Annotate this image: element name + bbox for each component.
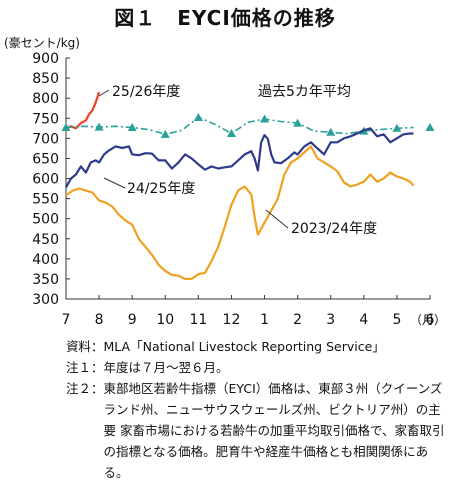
series-marker xyxy=(193,112,203,121)
y-tick-label: 400 xyxy=(32,252,59,268)
y-tick-label: 700 xyxy=(32,131,59,147)
series-marker xyxy=(293,118,303,127)
series-label: 25/26年度 xyxy=(112,84,180,100)
x-tick-label: 12 xyxy=(223,312,241,328)
series-line-24-25 xyxy=(65,127,414,188)
y-tick-label: 450 xyxy=(32,232,59,248)
note-2: 注２： 東部地区若齢牛指標（EYCI）価格は、東部３州（クイーンズランド州、ニュ… xyxy=(66,378,446,483)
label-leader-line xyxy=(98,89,110,97)
y-tick-label: 300 xyxy=(32,292,59,308)
note-1-text: 年度は７月～翌６月。 xyxy=(103,360,229,375)
y-tick-label: 900 xyxy=(32,51,59,67)
note-source-text: MLA「National Livestock Reporting Service… xyxy=(103,339,385,354)
y-tick-label: 750 xyxy=(32,111,59,127)
y-axis-title: (豪セント/kg) xyxy=(4,35,80,50)
x-tick-label: 3 xyxy=(326,312,335,328)
series-marker xyxy=(425,122,435,131)
x-tick-label: 1 xyxy=(260,312,269,328)
label-leader-line xyxy=(103,177,126,189)
x-tick-label: 7 xyxy=(62,312,71,328)
label-leader-line xyxy=(265,209,289,229)
series-marker xyxy=(160,129,170,138)
x-axis-unit: （月） xyxy=(410,313,446,327)
y-tick-label: 600 xyxy=(32,172,59,188)
series-label: 過去5カ年平均 xyxy=(258,84,351,100)
series-label: 2023/24年度 xyxy=(291,221,377,237)
series-marker xyxy=(127,122,137,131)
note-2-text: 東部地区若齢牛指標（EYCI）価格は、東部３州（クイーンズランド州、ニューサウス… xyxy=(103,381,445,480)
x-tick-label: 2 xyxy=(293,312,302,328)
series-marker xyxy=(226,129,236,138)
y-tick-label: 800 xyxy=(32,91,59,107)
x-tick-label: 5 xyxy=(392,312,401,328)
x-tick-label: 4 xyxy=(359,312,368,328)
series-marker xyxy=(326,127,336,136)
chart-annotations: 25/26年度 過去5カ年平均 24/25年度 2023/24年度 xyxy=(98,84,377,237)
series-line-25-26 xyxy=(65,91,101,130)
chart-axes: (豪セント/kg) 300 350 400 450 500 550 600 650 700 750 8… xyxy=(4,35,446,328)
x-tick-label: 11 xyxy=(189,312,207,328)
note-1-label: 注１： xyxy=(66,360,104,375)
note-1: 注１： 年度は７月～翌６月。 xyxy=(66,357,446,378)
y-tick-label: 550 xyxy=(32,192,59,208)
series-line-5 xyxy=(65,116,414,136)
line-chart: (豪セント/kg) 300 350 400 450 500 550 600 650 700 750 8… xyxy=(4,35,446,328)
note-2-label: 注２： xyxy=(66,381,104,396)
x-tick-label: 10 xyxy=(156,312,174,328)
series-marker xyxy=(61,122,71,131)
x-tick-label: 6 xyxy=(426,312,435,328)
note-source: 資料： MLA「National Livestock Reporting Ser… xyxy=(66,336,446,357)
note-source-label: 資料： xyxy=(66,339,104,354)
chart-series xyxy=(61,91,435,280)
x-tick-label: 9 xyxy=(128,312,137,328)
y-tick-label: 850 xyxy=(32,71,59,87)
y-tick-label: 350 xyxy=(32,272,59,288)
figure-notes: 資料： MLA「National Livestock Reporting Ser… xyxy=(66,336,446,483)
series-marker xyxy=(260,114,270,123)
x-tick-label: 8 xyxy=(95,312,104,328)
y-tick-label: 500 xyxy=(32,212,59,228)
series-marker xyxy=(94,122,104,131)
series-label: 24/25年度 xyxy=(127,181,195,197)
figure-title: 図１ EYCI価格の推移 xyxy=(114,6,336,30)
series-line-2023-24 xyxy=(65,145,415,280)
y-tick-label: 650 xyxy=(32,151,59,167)
series-marker xyxy=(392,123,402,132)
